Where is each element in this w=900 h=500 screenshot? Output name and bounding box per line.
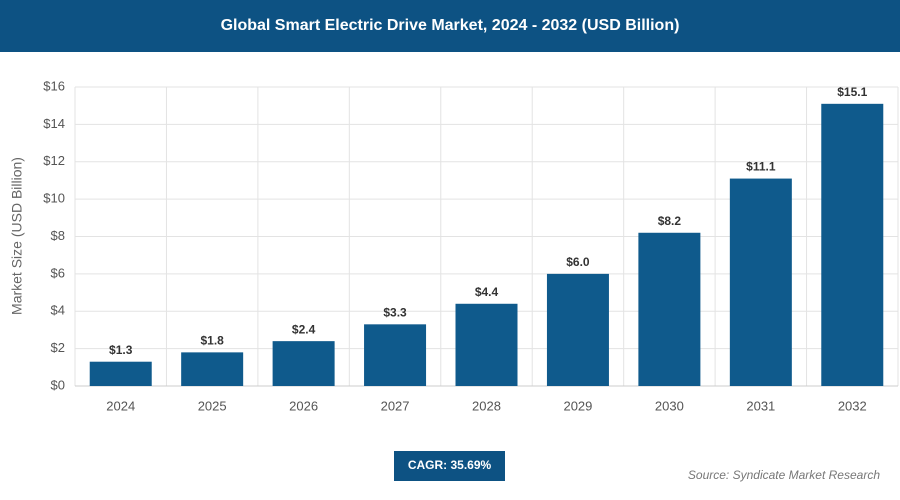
- x-tick-label: 2028: [472, 398, 501, 413]
- y-axis-label: Market Size (USD Billion): [9, 157, 25, 315]
- bar: [546, 273, 609, 386]
- cagr-text: CAGR: 35.69%: [408, 458, 492, 472]
- x-tick-label: 2030: [655, 398, 684, 413]
- bar: [89, 361, 152, 386]
- x-tick-label: 2029: [563, 398, 592, 413]
- value-label: $4.4: [475, 285, 499, 299]
- bar: [181, 352, 244, 386]
- title-banner: [0, 0, 900, 52]
- value-label: $11.1: [746, 160, 776, 174]
- y-tick-label: $16: [43, 78, 65, 93]
- bar: [729, 178, 792, 386]
- y-tick-label: $6: [51, 265, 65, 280]
- value-label: $1.3: [109, 343, 133, 357]
- y-tick-label: $10: [43, 191, 65, 206]
- x-tick-label: 2026: [289, 398, 318, 413]
- x-tick-label: 2032: [838, 398, 867, 413]
- chart-title: Global Smart Electric Drive Market, 2024…: [221, 17, 680, 34]
- bar: [455, 303, 518, 386]
- value-label: $15.1: [837, 85, 867, 99]
- bar: [272, 341, 335, 386]
- value-label: $1.8: [200, 334, 224, 348]
- bar: [638, 232, 701, 386]
- value-label: $2.4: [292, 322, 316, 336]
- y-tick-label: $0: [51, 377, 65, 392]
- y-tick-label: $2: [51, 340, 65, 355]
- y-tick-label: $12: [43, 153, 65, 168]
- x-tick-label: 2025: [198, 398, 227, 413]
- x-tick-label: 2024: [106, 398, 135, 413]
- y-tick-label: $8: [51, 228, 65, 243]
- y-tick-label: $14: [43, 116, 65, 131]
- source: Source: Syndicate Market Research: [688, 468, 880, 482]
- x-tick-label: 2027: [381, 398, 410, 413]
- value-label: $3.3: [383, 306, 407, 320]
- x-tick-label: 2031: [746, 398, 775, 413]
- y-tick-label: $4: [51, 303, 65, 318]
- value-label: $8.2: [658, 214, 682, 228]
- bar: [364, 324, 427, 386]
- value-label: $6.0: [566, 255, 590, 269]
- cagr-badge: [394, 451, 505, 481]
- bar: [821, 103, 884, 386]
